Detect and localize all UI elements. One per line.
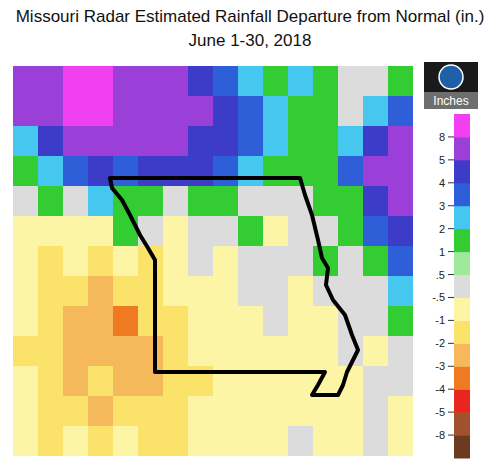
svg-text:8: 8 <box>439 131 445 143</box>
svg-text:2: 2 <box>439 223 445 235</box>
svg-text:-2: -2 <box>435 337 445 349</box>
svg-text:4: 4 <box>439 177 445 189</box>
svg-text:.5: .5 <box>436 269 445 281</box>
svg-text:3: 3 <box>439 200 445 212</box>
svg-text:5: 5 <box>439 154 445 166</box>
svg-text:-4: -4 <box>435 383 445 395</box>
svg-text:1: 1 <box>439 246 445 258</box>
svg-text:-5: -5 <box>435 406 445 418</box>
html-text:June 1-30, 2018: June 1-30, 2018 <box>188 31 312 50</box>
svg-text:-.5: -.5 <box>432 291 445 303</box>
svg-text:-1: -1 <box>435 314 445 326</box>
svg-text:Inches: Inches <box>433 94 468 108</box>
svg-text:-8: -8 <box>435 429 445 441</box>
svg-text:-3: -3 <box>435 360 445 372</box>
html-text:Missouri Radar Estimated Rainf: Missouri Radar Estimated Rainfall Depart… <box>15 7 485 26</box>
